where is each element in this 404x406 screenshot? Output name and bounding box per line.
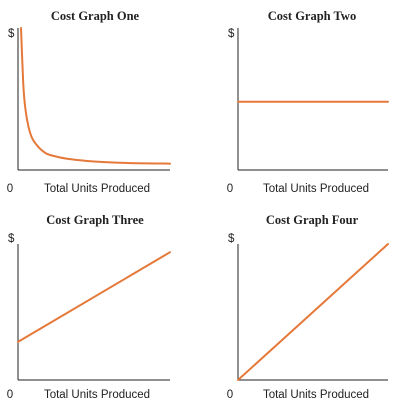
chart-title: Cost Graph Three bbox=[46, 213, 144, 227]
cost-line-series-1 bbox=[20, 27, 171, 165]
cost-graph-3: Cost Graph Three $0 Total Units Produced bbox=[7, 213, 171, 401]
chart-title: Cost Graph One bbox=[51, 9, 140, 23]
x-origin-tick-label: 0 bbox=[7, 389, 13, 401]
y-axis-label: $ bbox=[8, 28, 15, 40]
y-axis-label: $ bbox=[228, 233, 235, 245]
y-axis-label: $ bbox=[8, 233, 15, 245]
cost-line-series-1 bbox=[237, 243, 389, 381]
x-origin-tick-label: 0 bbox=[7, 183, 13, 195]
x-axis-label: Total Units Produced bbox=[44, 389, 150, 401]
cost-line-series-1 bbox=[17, 251, 171, 343]
x-axis-label: Total Units Produced bbox=[263, 389, 369, 401]
cost-graph-2: Cost Graph Two $0 Total Units Produced bbox=[227, 9, 389, 195]
chart-title: Cost Graph Four bbox=[266, 213, 359, 227]
x-origin-tick-label: 0 bbox=[227, 183, 233, 195]
x-axis-label: Total Units Produced bbox=[263, 183, 369, 195]
x-origin-tick-label: 0 bbox=[227, 389, 233, 401]
y-axis-label: $ bbox=[228, 28, 235, 40]
chart-title: Cost Graph Two bbox=[268, 9, 356, 23]
cost-graph-4: Cost Graph Four $0 Total Units Produced bbox=[227, 213, 389, 401]
x-axis-label: Total Units Produced bbox=[44, 183, 150, 195]
cost-graph-1: Cost Graph One $0 Total Units Produced bbox=[7, 9, 171, 195]
